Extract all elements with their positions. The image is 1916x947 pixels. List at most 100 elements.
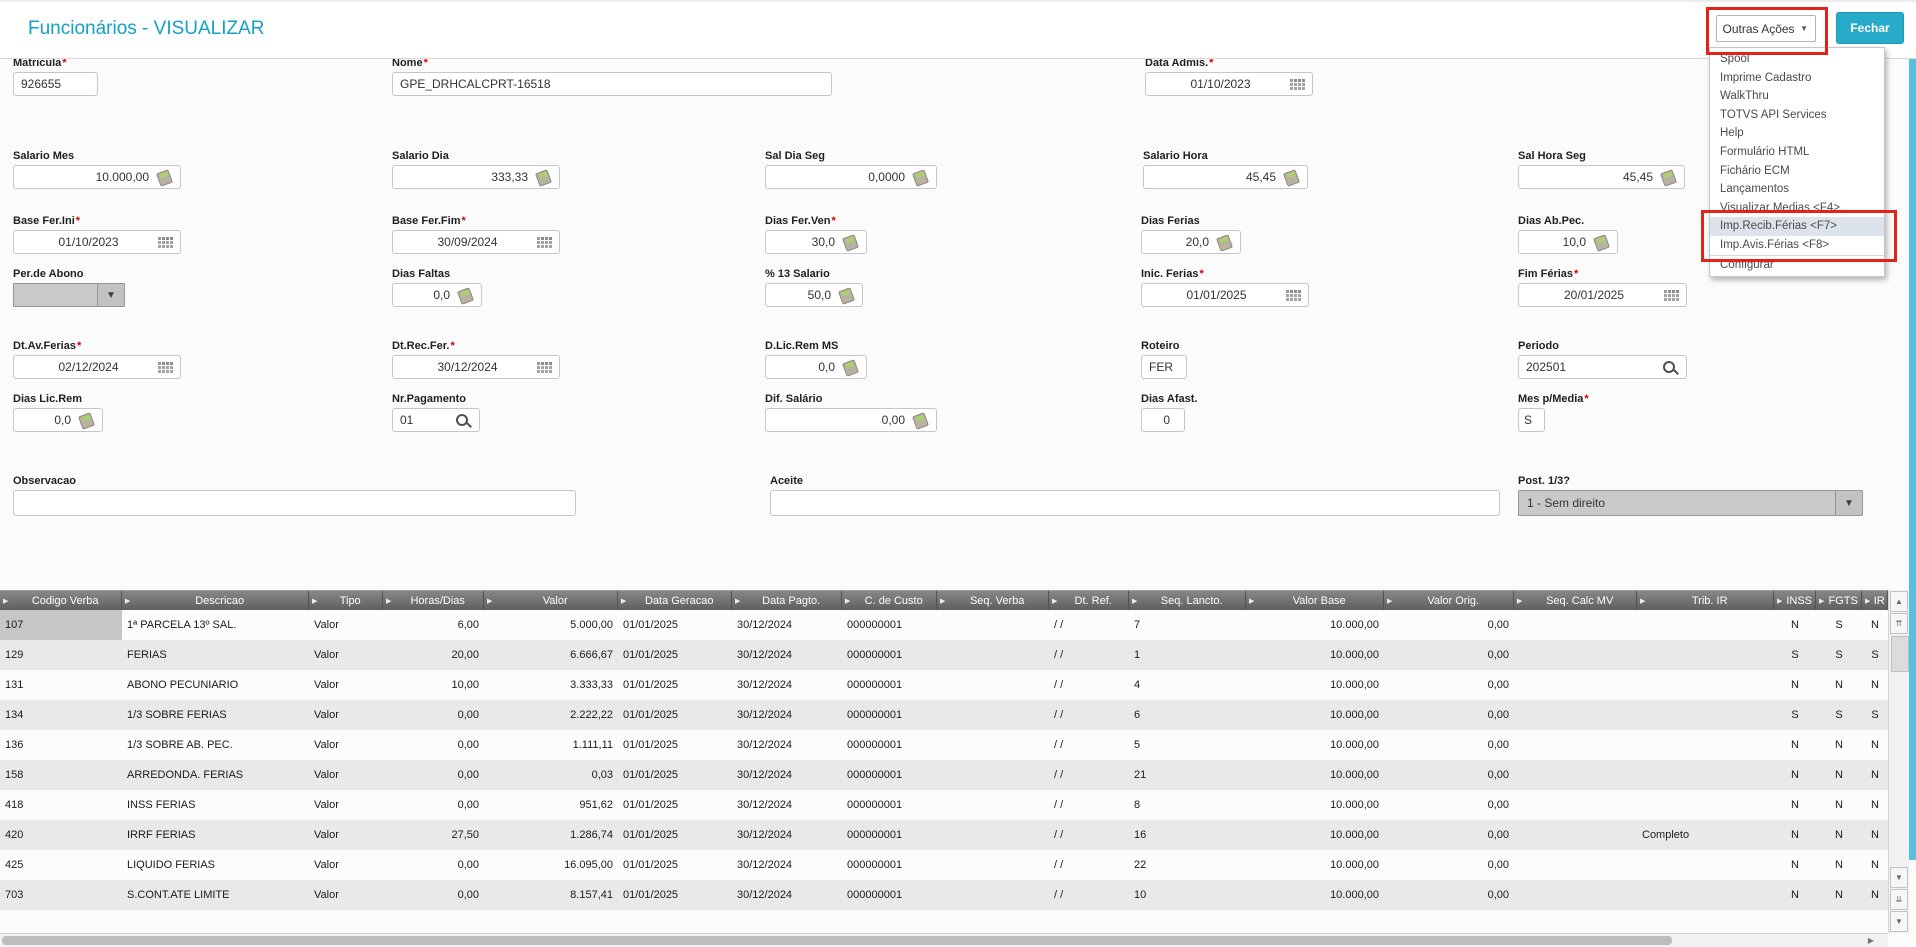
table-row[interactable]: 134 1/3 SOBRE FERIAS Valor 0,00 2.222,22 01/0… — [0, 700, 1888, 730]
scroll-down-icon[interactable]: ▼ — [1890, 867, 1908, 888]
cell-valor-orig: 0,00 — [1487, 799, 1509, 811]
calculator-icon — [457, 288, 474, 302]
vertical-scroll-thumb[interactable] — [1891, 636, 1909, 672]
sort-arrow-icon: ▶ — [1132, 597, 1138, 605]
pct-13-salario-input[interactable]: 50,0 — [765, 283, 863, 307]
table-row[interactable]: 158 ARREDONDA. FERIAS Valor 0,00 0,03 01/01/2… — [0, 760, 1888, 790]
column-header-tipo[interactable]: ▶ Tipo — [309, 591, 383, 610]
table-row[interactable]: 425 LIQUIDO FERIAS Valor 0,00 16.095,00 01/01… — [0, 850, 1888, 880]
table-horizontal-scrollbar[interactable]: ▶ — [0, 933, 1888, 947]
table-vertical-scrollbar[interactable]: ▲ ⇈ ▼ ⇊ ▼ — [1888, 590, 1909, 933]
dias-afast-input[interactable]: 0 — [1141, 408, 1185, 432]
scroll-end-icon[interactable]: ▼ — [1890, 911, 1908, 932]
nome-input[interactable]: GPE_DRHCALCPRT-16518 — [392, 72, 832, 96]
post-13-select[interactable]: 1 - Sem direito ▼ — [1518, 490, 1863, 516]
menu-item-walkthru[interactable]: WalkThru — [1720, 90, 1769, 103]
column-header-ir[interactable]: ▶ IR — [1862, 591, 1888, 610]
dias-faltas-input[interactable]: 0,0 — [392, 283, 482, 307]
menu-item-imprime-cadastro[interactable]: Imprime Cadastro — [1720, 71, 1812, 84]
salario-hora-input[interactable]: 45,45 — [1143, 165, 1308, 189]
roteiro-input[interactable]: FER — [1141, 355, 1187, 379]
menu-item-formul-rio-html[interactable]: Formulário HTML — [1720, 145, 1810, 158]
scroll-page-down-icon[interactable]: ⇊ — [1890, 889, 1908, 910]
column-header-valor-orig[interactable]: ▶ Valor Orig. — [1384, 591, 1514, 610]
field-aceite: Aceite — [770, 475, 1500, 516]
search-icon[interactable] — [456, 414, 468, 426]
nr-pagamento-input[interactable]: 01 — [392, 408, 480, 432]
column-header-valor[interactable]: ▶ Valor — [484, 591, 618, 610]
search-icon[interactable] — [1663, 361, 1675, 373]
dt-rec-fer-input[interactable]: 30/12/2024 — [392, 355, 560, 379]
menu-item-imp-avis-f-rias-f8[interactable]: Imp.Avis.Férias <F8> — [1720, 238, 1830, 251]
cell-ir: N — [1871, 679, 1879, 691]
table-row[interactable]: 703 S.CONT.ATE LIMITE Valor 0,00 8.157,41 01/… — [0, 880, 1888, 910]
column-header-data-geracao[interactable]: ▶ Data Geracao — [618, 591, 732, 610]
aceite-input[interactable] — [770, 490, 1500, 516]
field-inic-ferias: Inic. Ferias* 01/01/2025 — [1141, 268, 1309, 307]
dt-av-ferias-input[interactable]: 02/12/2024 — [13, 355, 181, 379]
column-header-seq-verba[interactable]: ▶ Seq. Verba — [937, 591, 1049, 610]
column-header-inss[interactable]: ▶ INSS — [1774, 591, 1816, 610]
fim-ferias-input[interactable]: 20/01/2025 — [1518, 283, 1687, 307]
column-header-seq-calc-mv[interactable]: ▶ Seq. Calc MV — [1514, 591, 1637, 610]
cell-data-geracao: 01/01/2025 — [623, 829, 679, 841]
column-header-valor-base[interactable]: ▶ Valor Base — [1246, 591, 1384, 610]
dias-lic-rem-input[interactable]: 0,0 — [13, 408, 103, 432]
salario-mes-input[interactable]: 10.000,00 — [13, 165, 181, 189]
column-header-codigo-verba[interactable]: ▶ Codigo Verba — [0, 591, 122, 610]
base-fer-fim-input[interactable]: 30/09/2024 — [392, 230, 560, 254]
menu-item-lan-amentos[interactable]: Lançamentos — [1720, 183, 1790, 196]
inic-ferias-input[interactable]: 01/01/2025 — [1141, 283, 1309, 307]
table-row[interactable]: 131 ABONO PECUNIARIO Valor 10,00 3.333,33 01/… — [0, 670, 1888, 700]
table-row[interactable]: 420 IRRF FERIAS Valor 27,50 1.286,74 01/01/20… — [0, 820, 1888, 850]
fechar-button[interactable]: Fechar — [1836, 12, 1904, 44]
sal-dia-seg-input[interactable]: 0,0000 — [765, 165, 937, 189]
column-header-dt-ref[interactable]: ▶ Dt. Ref. — [1049, 591, 1129, 610]
salario-dia-input[interactable]: 333,33 — [392, 165, 560, 189]
data-admis-input[interactable]: 01/10/2023 — [1145, 72, 1313, 96]
cell-fgts: N — [1835, 679, 1843, 691]
base-fer-ini-input[interactable]: 01/10/2023 — [13, 230, 181, 254]
sal-hora-seg-input[interactable]: 45,45 — [1518, 165, 1685, 189]
cell-fgts: N — [1835, 739, 1843, 751]
menu-item-totvs-api-services[interactable]: TOTVS API Services — [1720, 108, 1827, 121]
cell-fgts: N — [1835, 799, 1843, 811]
scroll-right-icon[interactable]: ▶ — [1867, 936, 1875, 945]
outras-acoes-button[interactable]: Outras Ações ▼ — [1716, 15, 1816, 42]
menu-item-help[interactable]: Help — [1720, 127, 1744, 140]
cell-tipo: Valor — [314, 649, 339, 661]
horizontal-scroll-thumb[interactable] — [2, 936, 1672, 945]
column-header-data-pagto[interactable]: ▶ Data Pagto. — [732, 591, 842, 610]
cell-seq-lancto: 21 — [1134, 769, 1147, 781]
column-header-descricao[interactable]: ▶ Descricao — [122, 591, 309, 610]
column-header-trib-ir[interactable]: ▶ Trib. IR — [1637, 591, 1774, 610]
column-header-seq-lancto[interactable]: ▶ Seq. Lancto. — [1129, 591, 1246, 610]
menu-item-spool[interactable]: Spool — [1720, 53, 1750, 65]
table-row[interactable]: 107 1ª PARCELA 13º SAL. Valor 6,00 5.000,00 0… — [0, 610, 1888, 640]
periodo-input[interactable]: 202501 — [1518, 355, 1687, 379]
column-header-c-de-custo[interactable]: ▶ C. de Custo — [842, 591, 937, 610]
table-row[interactable]: 418 INSS FERIAS Valor 0,00 951,62 01/01/2025 3… — [0, 790, 1888, 820]
dias-ab-pec-input[interactable]: 10,0 — [1518, 230, 1618, 254]
column-header-fgts[interactable]: ▶ FGTS — [1816, 591, 1862, 610]
matricula-input[interactable]: 926655 — [13, 72, 98, 96]
table-row[interactable]: 136 1/3 SOBRE AB. PEC. Valor 0,00 1.111,11 01… — [0, 730, 1888, 760]
cell-inss: N — [1791, 679, 1799, 691]
column-header-horas-dias[interactable]: ▶ Horas/Dias — [383, 591, 484, 610]
menu-item-fich-rio-ecm[interactable]: Fichário ECM — [1720, 164, 1790, 177]
scroll-page-up-icon[interactable]: ⇈ — [1890, 613, 1908, 634]
dias-ferias-input[interactable]: 20,0 — [1141, 230, 1241, 254]
cell-horas-dias: 0,00 — [457, 769, 479, 781]
table-row[interactable]: 129 FERIAS Valor 20,00 6.666,67 01/01/2025 30/… — [0, 640, 1888, 670]
menu-item-imp-recib-f-rias-f7[interactable]: Imp.Recib.Férias <F7> — [1710, 217, 1884, 236]
per-de-abono-select[interactable]: ▼ — [13, 283, 125, 307]
mes-p-media-input[interactable]: S — [1518, 408, 1545, 432]
dif-salario-input[interactable]: 0,00 — [765, 408, 937, 432]
dias-fer-ven-input[interactable]: 30,0 — [765, 230, 867, 254]
scroll-up-icon[interactable]: ▲ — [1890, 591, 1908, 612]
d-lic-rem-ms-input[interactable]: 0,0 — [765, 355, 867, 379]
observacao-input[interactable] — [13, 490, 576, 516]
cell-valor-base: 10.000,00 — [1330, 619, 1379, 631]
menu-item-configurar[interactable]: Configurar — [1710, 254, 1884, 275]
menu-item-visualizar-medias-f4[interactable]: Visualizar Medias <F4>... — [1720, 201, 1850, 214]
